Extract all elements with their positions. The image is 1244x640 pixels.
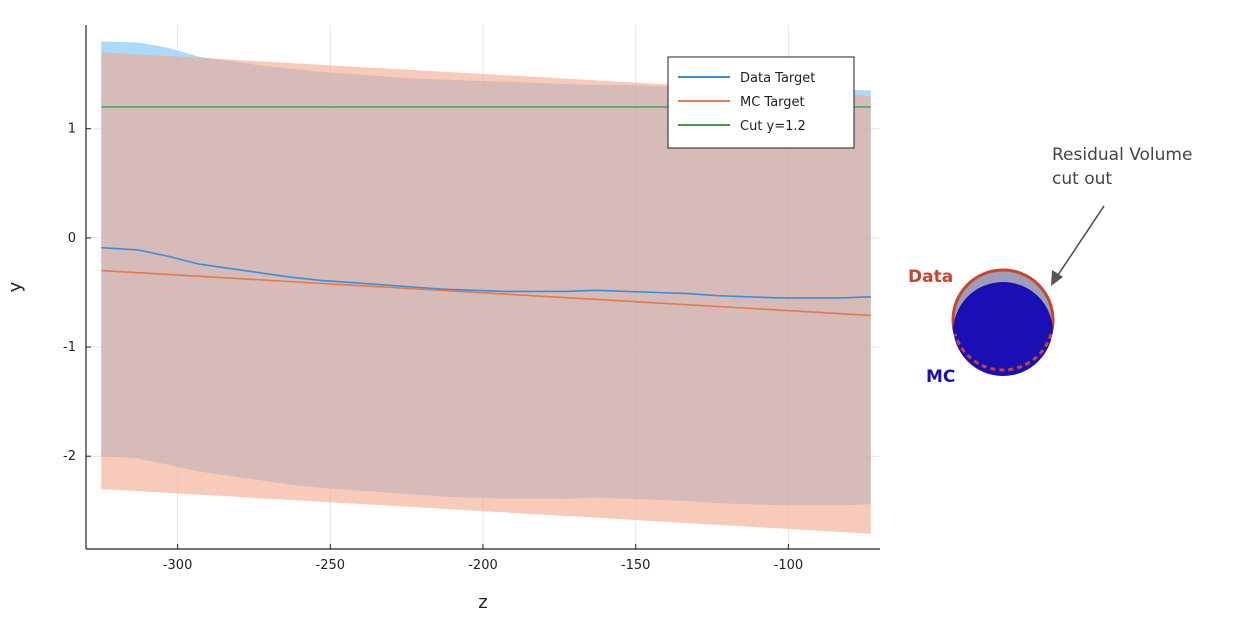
target-diagram: Data MC Residual Volume cut out: [908, 145, 1192, 387]
x-axis-title: z: [478, 592, 487, 613]
legend-label-data-target: Data Target: [740, 71, 815, 86]
y-tick-label: 1: [68, 122, 76, 137]
plot-area: [101, 41, 871, 534]
legend-label-cut: Cut y=1.2: [740, 119, 806, 134]
annotation-line-1: Residual Volume: [1052, 145, 1192, 165]
y-tick-label: -2: [63, 449, 76, 464]
y-ticks: -2 -1 0 1: [63, 122, 91, 464]
data-label: Data: [908, 267, 953, 287]
x-tick-label: -200: [468, 558, 498, 573]
data-circle-hidden-edge: [953, 333, 1053, 372]
y-axis-title: y: [5, 281, 26, 292]
x-tick-label: -100: [774, 558, 804, 573]
mc-target-circle: [953, 282, 1053, 376]
x-tick-label: -250: [316, 558, 346, 573]
x-ticks: -300 -250 -200 -150 -100: [163, 544, 803, 573]
annotation-arrow: [1057, 205, 1105, 276]
y-tick-label: 0: [68, 231, 76, 246]
annotation-arrow-head: [1051, 270, 1063, 286]
data-target-line: [101, 246, 871, 299]
x-tick-label: -300: [163, 558, 193, 573]
y-tick-label: -1: [63, 340, 76, 355]
mc-target-line: [101, 269, 871, 317]
legend-label-mc-target: MC Target: [740, 95, 805, 110]
mc-label: MC: [926, 367, 955, 387]
x-tick-label: -150: [621, 558, 651, 573]
annotation-line-2: cut out: [1052, 169, 1112, 189]
legend: Data Target MC Target Cut y=1.2: [667, 56, 855, 149]
